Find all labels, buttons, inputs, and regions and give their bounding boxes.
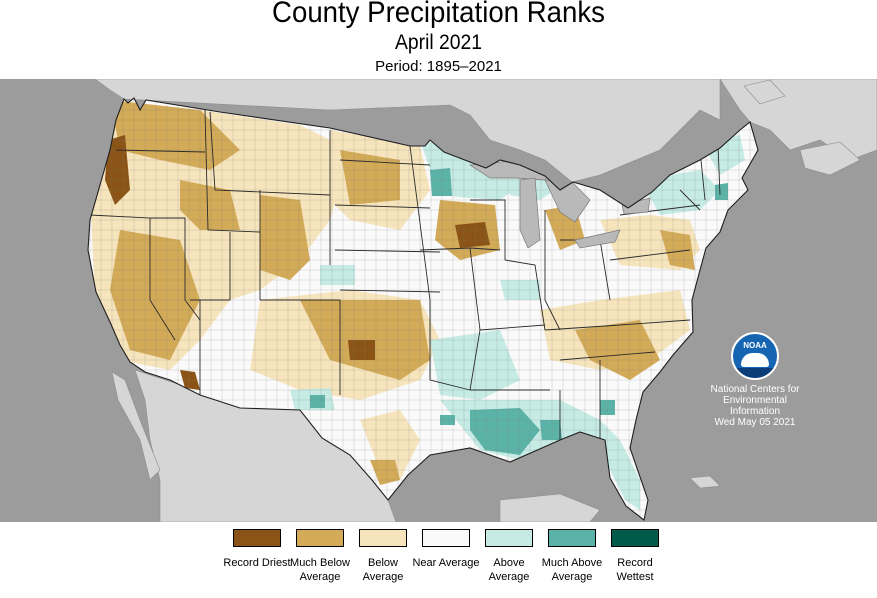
legend-label: Below Average <box>362 557 404 583</box>
state-borders <box>89 109 721 445</box>
precipitation-map <box>0 79 877 522</box>
legend: Record Driest Much Below Average Below A… <box>222 529 662 598</box>
legend-swatch <box>548 529 596 547</box>
map-title: County Precipitation Ranks <box>272 0 605 29</box>
legend-swatch <box>296 529 344 547</box>
legend-item-above: Above Average <box>474 529 544 584</box>
legend-item-below: Below Average <box>348 529 418 584</box>
noaa-credit: NOAA National Centers for Environmental … <box>700 332 810 428</box>
legend-item-record-wettest: Record Wettest <box>600 529 670 584</box>
map-subtitle: April 2021 <box>395 31 482 54</box>
noaa-bird-icon <box>741 353 769 367</box>
legend-item-much-above: Much Above Average <box>537 529 607 584</box>
legend-label: Much Below Average <box>290 557 350 583</box>
legend-swatch <box>422 529 470 547</box>
legend-swatch <box>359 529 407 547</box>
org-line-1: National Centers for <box>710 384 800 395</box>
noaa-logo: NOAA <box>731 332 779 380</box>
legend-swatch <box>611 529 659 547</box>
legend-label: Record Driest <box>223 557 291 569</box>
legend-label: Near Average <box>412 557 480 569</box>
noaa-logo-text: NOAA <box>743 341 767 350</box>
legend-item-much-below: Much Below Average <box>285 529 355 584</box>
legend-swatch <box>233 529 281 547</box>
org-line-2: Environmental <box>723 395 787 406</box>
canada-landmass <box>94 79 877 183</box>
legend-item-record-driest: Record Driest <box>222 529 292 570</box>
map-period: Period: 1895–2021 <box>375 58 502 75</box>
legend-label: Record Wettest <box>616 557 654 583</box>
org-line-3: Information <box>729 406 781 417</box>
legend-label: Above Average <box>488 557 530 583</box>
legend-label: Much Above Average <box>541 557 603 583</box>
legend-item-near: Near Average <box>411 529 481 570</box>
issue-date: Wed May 05 2021 <box>714 417 796 428</box>
us-outline <box>87 97 759 521</box>
legend-swatch <box>485 529 533 547</box>
noaa-wave-icon <box>733 368 777 378</box>
